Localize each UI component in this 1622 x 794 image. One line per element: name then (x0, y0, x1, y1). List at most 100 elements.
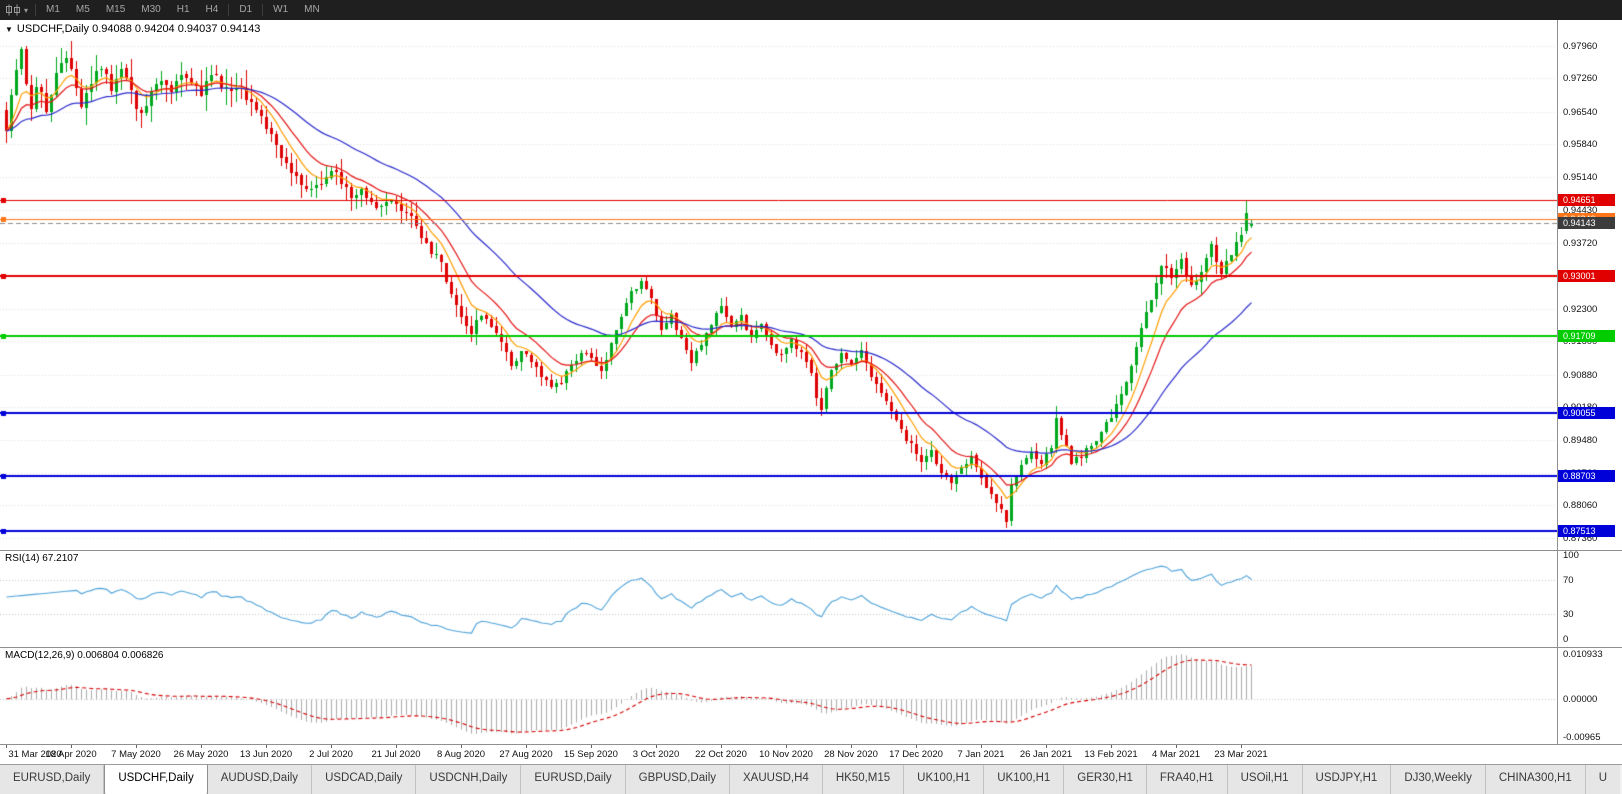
macd-axis-tick: 0.00000 (1563, 694, 1598, 705)
timeframe-group: M1 M5 M15 M30 H1 H4 D1 W1 MN (38, 0, 328, 20)
date-tick-mark (916, 745, 917, 748)
rsi-axis-tick: 0 (1563, 634, 1569, 645)
price-axis-tick: 0.92300 (1563, 304, 1598, 315)
timeframe-button-d1[interactable]: D1 (239, 4, 253, 15)
date-label: 7 Jan 2021 (957, 749, 1005, 760)
chart-tab-dj30-weekly[interactable]: DJ30,Weekly (1391, 765, 1486, 794)
chart-tab-hk50-m15[interactable]: HK50,M15 (822, 765, 905, 794)
date-tick-mark (656, 745, 657, 748)
date-label: 2 Jul 2020 (309, 749, 353, 760)
chevron-down-icon: ▾ (24, 5, 29, 15)
date-label: 13 Jun 2020 (239, 749, 293, 760)
price-axis-tick: 0.87360 (1563, 533, 1598, 544)
symbol-dropdown-icon: ▼ (5, 25, 13, 34)
date-label: 23 Mar 2021 (1214, 749, 1268, 760)
chart-tab-gbpusd-daily[interactable]: GBPUSD,Daily (625, 765, 730, 794)
price-axis-tick: 0.95140 (1563, 172, 1598, 183)
date-tick-mark (1111, 745, 1112, 748)
macd-label: MACD(12,26,9) 0.006804 0.006826 (5, 650, 164, 661)
date-label: 27 Aug 2020 (499, 749, 553, 760)
timeframe-button-h1[interactable]: H1 (176, 4, 190, 15)
pane-splitter (0, 744, 1622, 745)
date-label: 17 Dec 2020 (889, 749, 943, 760)
date-tick-mark (71, 745, 72, 748)
macd-pane: MACD(12,26,9) 0.006804 0.006826 (0, 648, 1622, 744)
macd-canvas[interactable] (0, 648, 1557, 744)
date-label: 10 Nov 2020 (759, 749, 813, 760)
date-tick-mark (591, 745, 592, 748)
chart-tab-usdjpy-h1[interactable]: USDJPY,H1 (1302, 765, 1392, 794)
date-tick-mark (526, 745, 527, 748)
top-toolbar: ▾ M1 M5 M15 M30 H1 H4 D1 W1 MN (0, 0, 1622, 20)
chart-tab-eurusd-daily[interactable]: EURUSD,Daily (0, 765, 105, 794)
date-label: 21 Jul 2020 (371, 749, 421, 760)
chart-tab-usoil-h1[interactable]: USOil,H1 (1227, 765, 1303, 794)
level-price-label: 0.87513 (1558, 525, 1615, 537)
date-label: 3 Oct 2020 (632, 749, 680, 760)
chart-tab-xauusd-h4[interactable]: XAUUSD,H4 (730, 765, 823, 794)
price-axis-tick: 0.97960 (1563, 41, 1598, 52)
price-axis-tick: 0.94430 (1563, 205, 1598, 216)
date-tick-mark (1241, 745, 1242, 748)
toolbar-separator (35, 4, 37, 16)
date-tick-mark (331, 745, 332, 748)
date-label: 31 Mar 2020 (8, 749, 62, 760)
timeframe-button-mn[interactable]: MN (304, 4, 320, 15)
date-label: 7 May 2020 (111, 749, 161, 760)
chart-type-dropdown[interactable]: ▾ (0, 0, 33, 20)
candlestick-chart-icon (6, 4, 20, 16)
date-label: 28 Nov 2020 (824, 749, 878, 760)
chart-tab-china300-h1[interactable]: CHINA300,H1 (1485, 765, 1586, 794)
date-tick-mark (136, 745, 137, 748)
timeframe-button-m5[interactable]: M5 (75, 4, 90, 15)
chart-tab-fra40-h1[interactable]: FRA40,H1 (1146, 765, 1228, 794)
chart-ohlc-info: ▼ USDCHF,Daily 0.94088 0.94204 0.94037 0.… (5, 23, 260, 35)
level-price-label: 0.93001 (1558, 270, 1615, 282)
price-axis-tick: 0.95840 (1563, 139, 1598, 150)
date-label: 8 Aug 2020 (436, 749, 486, 760)
date-tick-mark (396, 745, 397, 748)
chart-tab-audusd-daily[interactable]: AUDUSD,Daily (207, 765, 313, 794)
rsi-label: RSI(14) 67.2107 (5, 553, 79, 564)
time-axis[interactable]: 31 Mar 2020 18 Apr 2020 7 May 2020 26 May 2… (0, 745, 1557, 764)
chart-tab-usdcnh-daily[interactable]: USDCNH,Daily (416, 765, 522, 794)
date-tick-mark (851, 745, 852, 748)
chart-tabs-bar: EURUSD,Daily USDCHF,Daily AUDUSD,Daily USDC… (0, 764, 1622, 794)
price-axis-tick: 0.96540 (1563, 107, 1598, 118)
chart-tab-usdcad-daily[interactable]: USDCAD,Daily (312, 765, 417, 794)
ohlc-text: USDCHF,Daily 0.94088 0.94204 0.94037 0.9… (16, 23, 261, 35)
toolbar-separator (228, 4, 230, 16)
date-tick-mark (981, 745, 982, 748)
current-price-label: 0.94143 (1558, 217, 1615, 229)
price-chart-canvas[interactable] (0, 20, 1557, 550)
pane-splitter[interactable] (0, 550, 1622, 551)
price-axis[interactable]: 0.97960 0.97260 0.96540 0.95840 0.95140 0.944… (1558, 20, 1622, 764)
timeframe-button-m30[interactable]: M30 (141, 4, 161, 15)
level-price-label: 0.88703 (1558, 470, 1615, 482)
rsi-axis-tick: 70 (1563, 575, 1574, 586)
price-axis-tick: 0.93720 (1563, 238, 1598, 249)
timeframe-button-m15[interactable]: M15 (105, 4, 126, 15)
date-label: 26 Jan 2021 (1019, 749, 1073, 760)
timeframe-button-m1[interactable]: M1 (46, 4, 60, 15)
chart-tab-ger30-h1[interactable]: GER30,H1 (1064, 765, 1147, 794)
timeframe-button-w1[interactable]: W1 (273, 4, 289, 15)
date-label: 4 Mar 2021 (1151, 749, 1201, 760)
chart-tab-usdchf-daily[interactable]: USDCHF,Daily (104, 765, 208, 794)
price-axis-tick: 0.97260 (1563, 73, 1598, 84)
chart-tab-eurusd-daily[interactable]: EURUSD,Daily (521, 765, 626, 794)
chart-tab-uk100-h1[interactable]: UK100,H1 (904, 765, 985, 794)
date-label: 15 Sep 2020 (564, 749, 618, 760)
rsi-canvas[interactable] (0, 551, 1557, 647)
rsi-axis-tick: 30 (1563, 609, 1574, 620)
toolbar-separator (262, 4, 264, 16)
chart-tab-u[interactable]: U (1585, 765, 1621, 794)
date-tick-mark (6, 745, 7, 748)
pane-splitter[interactable] (0, 647, 1622, 648)
rsi-axis-tick: 100 (1563, 550, 1579, 561)
macd-axis-tick: 0.010933 (1563, 649, 1603, 660)
timeframe-button-h4[interactable]: H4 (205, 4, 219, 15)
date-tick-mark (201, 745, 202, 748)
chart-tab-uk100-h1[interactable]: UK100,H1 (984, 765, 1065, 794)
